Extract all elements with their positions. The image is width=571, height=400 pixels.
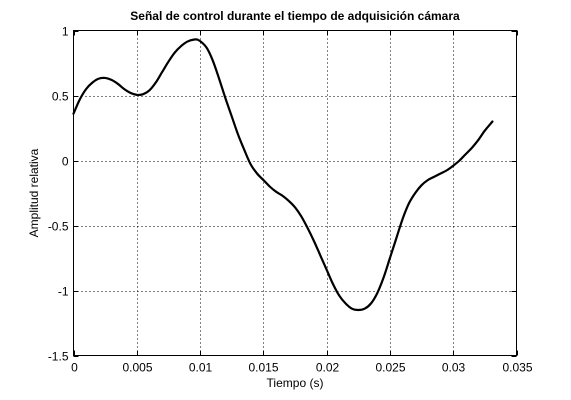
y-axis-label: Amplitud relativa xyxy=(27,148,41,237)
x-tick-label: 0.01 xyxy=(189,361,213,375)
x-tick-label: 0 xyxy=(71,361,78,375)
x-tick-label: 0.025 xyxy=(375,361,405,375)
x-tick-label: 0.035 xyxy=(502,361,532,375)
signal-line xyxy=(72,38,494,312)
ticks: 0 0.005 0.01 0.015 0.02 0.025 0.03 0.035 -1.5 -1 -… xyxy=(48,25,533,375)
x-axis-label: Tiempo (s) xyxy=(267,376,324,390)
y-tick-label: -1 xyxy=(58,285,69,299)
grid xyxy=(73,30,517,356)
chart-title: Señal de control durante el tiempo de ad… xyxy=(130,9,460,23)
y-tick-label: -1.5 xyxy=(48,350,69,364)
y-tick-label: 0 xyxy=(62,155,69,169)
plot-frame xyxy=(73,30,517,356)
x-tick-label: 0.005 xyxy=(122,361,152,375)
x-tick-label: 0.02 xyxy=(316,361,340,375)
y-tick-label: 1 xyxy=(62,25,69,39)
y-tick-label: -0.5 xyxy=(48,220,69,234)
series-layer xyxy=(72,38,494,312)
y-tick-label: 0.5 xyxy=(52,90,69,104)
x-tick-label: 0.015 xyxy=(248,361,278,375)
x-tick-label: 0.03 xyxy=(442,361,466,375)
